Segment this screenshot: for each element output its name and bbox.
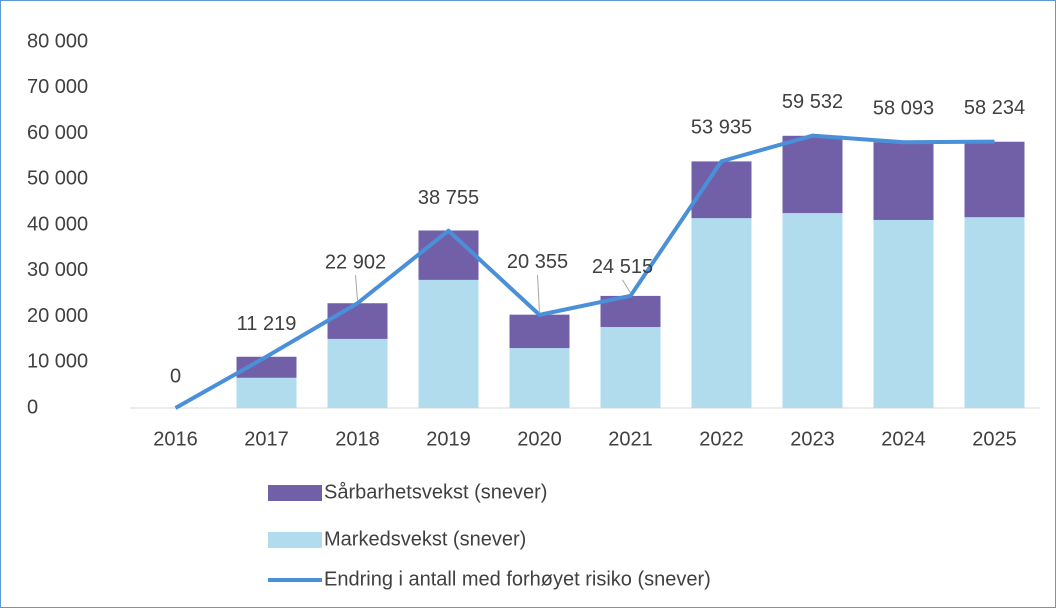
bar-segment (327, 303, 388, 339)
x-tick-label: 2016 (153, 428, 198, 450)
legend-label: Sårbarhetsvekst (snever) (324, 481, 547, 503)
legend-label: Endring i antall med forhøyet risiko (sn… (324, 568, 711, 590)
data-label: 22 902 (325, 252, 386, 274)
y-tick-label: 80 000 (27, 30, 88, 52)
x-tick-label: 2025 (972, 428, 1017, 450)
line-series (174, 133, 995, 410)
data-label: 20 355 (507, 251, 568, 273)
y-tick-label: 30 000 (27, 259, 88, 281)
data-label: 58 234 (964, 97, 1025, 119)
x-tick-label: 2019 (426, 428, 471, 450)
label-leader (622, 279, 631, 294)
legend-label: Markedsvekst (snever) (324, 528, 526, 550)
y-tick-label: 60 000 (27, 122, 88, 144)
bar-segment (418, 230, 479, 280)
y-tick-label: 40 000 (27, 213, 88, 235)
legend-swatch (268, 532, 322, 548)
data-label: 38 755 (418, 187, 479, 209)
data-label: 0 (170, 365, 181, 387)
x-tick-label: 2017 (244, 428, 289, 450)
data-label: 59 532 (782, 91, 843, 113)
label-leader (537, 274, 540, 312)
bar-segment (327, 338, 388, 408)
x-tick-label: 2022 (699, 428, 744, 450)
data-label: 58 093 (873, 98, 934, 120)
legend-swatch (268, 485, 322, 501)
y-tick-label: 70 000 (27, 76, 88, 98)
x-tick-label: 2020 (517, 428, 562, 450)
bar-segment (509, 314, 570, 349)
bar-segment (236, 377, 297, 408)
bar-segment (600, 327, 661, 408)
y-tick-label: 0 (27, 396, 38, 418)
bar-segment (782, 213, 843, 408)
data-label: 24 515 (592, 256, 653, 278)
bar-segment (782, 135, 843, 214)
bar-segment (873, 219, 934, 408)
bar-segment (236, 356, 297, 378)
bar-segment (964, 141, 1025, 218)
x-tick-label: 2024 (881, 428, 926, 450)
y-tick-label: 10 000 (27, 351, 88, 373)
x-tick-label: 2021 (608, 428, 653, 450)
x-tick-label: 2018 (335, 428, 380, 450)
y-tick-label: 50 000 (27, 168, 88, 190)
data-label: 53 935 (691, 117, 752, 139)
bar-segment (418, 279, 479, 408)
x-tick-label: 2023 (790, 428, 835, 450)
data-label: 11 219 (237, 313, 297, 335)
bar-segment (873, 142, 934, 220)
bar-segment (691, 218, 752, 408)
y-tick-label: 20 000 (27, 305, 88, 327)
bar-segment (509, 348, 570, 408)
label-leader (355, 275, 358, 301)
bar-segment (964, 217, 1025, 408)
